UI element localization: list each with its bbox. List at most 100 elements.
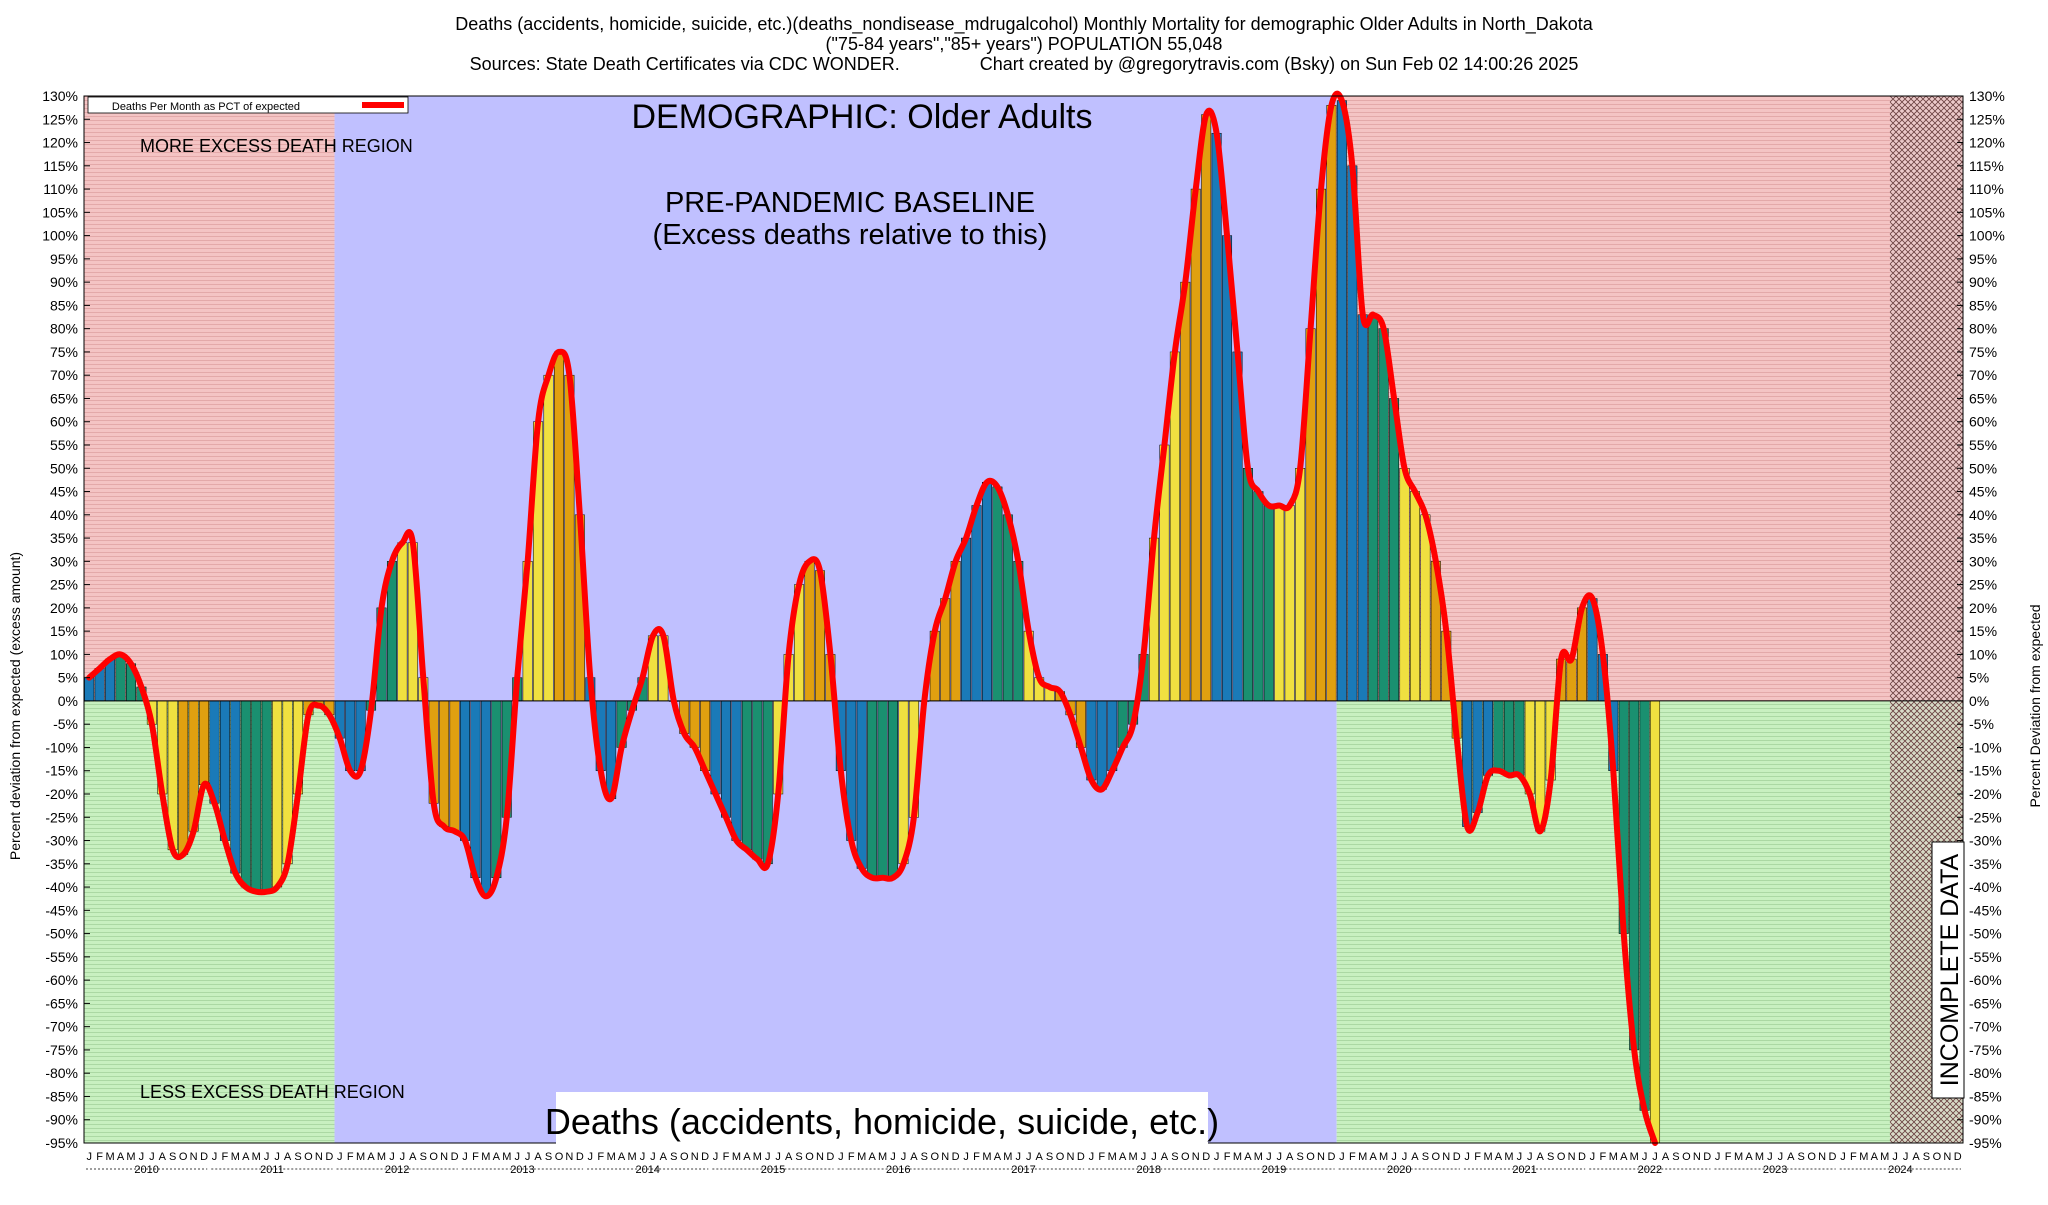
x-tick-month: A [242,1151,250,1163]
x-tick-month: A [1370,1151,1378,1163]
y-tick-label-right: 105% [1969,204,2005,220]
y-tick-label-right: 80% [1969,321,1997,337]
y-tick-label-left: 100% [42,228,78,244]
x-tick-year: 2021 [1512,1164,1536,1176]
bar [439,700,450,827]
x-tick-month: S [294,1151,301,1163]
y-tick-label-right: 20% [1969,600,1997,616]
less-excess-region-left [84,700,335,1143]
x-tick-month: O [930,1151,939,1163]
y-tick-label-right: -80% [1969,1065,2002,1081]
x-tick-month: O [1807,1151,1816,1163]
incomplete-label: INCOMPLETE DATA [1936,853,1964,1086]
x-tick-month: S [545,1151,552,1163]
more-excess-region-right [1336,96,1963,701]
x-tick-month: A [1161,1151,1169,1163]
x-tick-month: M [732,1151,741,1163]
x-tick-year: 2013 [510,1164,534,1176]
demographic-label: DEMOGRAPHIC: Older Adults [631,98,1092,136]
y-tick-label-right: -65% [1969,995,2002,1011]
bar [1326,105,1337,702]
bar [84,677,95,702]
x-tick-month: J [1892,1151,1898,1163]
bar [449,700,460,832]
y-tick-label-right: -95% [1969,1135,2002,1151]
bar [1368,314,1379,702]
x-tick-month: J [1141,1151,1147,1163]
x-tick-month: S [1046,1151,1053,1163]
x-tick-month: O [555,1151,564,1163]
deviation-curve [86,90,1659,1146]
y-tick-label-left: 70% [50,367,78,383]
y-tick-label-left: -15% [45,763,78,779]
y-tick-label-left: -80% [45,1065,78,1081]
bar [741,700,752,851]
y-tick-label-right: 85% [1969,297,1997,313]
x-tick-month: M [753,1151,762,1163]
x-tick-month: O [680,1151,689,1163]
x-tick-month: A [785,1151,793,1163]
y-axis-left-label: Percent deviation from expected (excess … [7,552,23,860]
bar [1295,468,1306,702]
x-tick-month: J [1339,1151,1345,1163]
x-tick-month: N [1317,1151,1325,1163]
x-tick-month: S [670,1151,677,1163]
x-tick-month: O [304,1151,313,1163]
bar [992,486,1003,702]
x-tick-month: S [1422,1151,1429,1163]
y-tick-label-left: 90% [50,274,78,290]
y-tick-label-right: 10% [1969,646,1997,662]
y-tick-label-right: 100% [1969,228,2005,244]
y-tick-label-left: 0% [58,693,78,709]
bar [898,700,909,865]
bar [199,700,210,785]
bar [981,481,992,702]
y-tick-label-left: -95% [45,1135,78,1151]
bar [554,351,564,702]
y-tick-label-right: 45% [1969,484,1997,500]
x-tick-month: M [982,1151,991,1163]
y-tick-label-left: 65% [50,390,78,406]
x-tick-month: O [429,1151,438,1163]
x-tick-month: N [190,1151,198,1163]
y-tick-label-left: -55% [45,949,78,965]
bar [1566,658,1577,702]
y-tick-label-left: 50% [50,460,78,476]
bar [1650,700,1661,1144]
x-tick-month: J [1652,1151,1658,1163]
bar [1336,100,1347,702]
x-tick-month: A [1537,1151,1545,1163]
y-tick-label-left: 75% [50,344,78,360]
less-region-label: LESS EXCESS DEATH REGION [140,1082,405,1102]
bar [272,700,283,888]
x-tick-month: M [356,1151,365,1163]
y-tick-label-left: -30% [45,833,78,849]
x-tick-month: M [1504,1151,1513,1163]
x-tick-month: F [1474,1151,1481,1163]
y-tick-label-left: 85% [50,297,78,313]
x-tick-month: D [826,1151,834,1163]
x-tick-year: 2010 [134,1164,158,1176]
y-tick-label-right: -85% [1969,1088,2002,1104]
x-tick-month: M [126,1151,135,1163]
x-tick-month: A [409,1151,417,1163]
x-tick-month: D [701,1151,709,1163]
x-tick-month: A [1787,1151,1795,1163]
x-tick-month: D [1077,1151,1085,1163]
x-tick-month: J [274,1151,280,1163]
x-tick-month: A [493,1151,501,1163]
x-tick-month: J [1016,1151,1022,1163]
y-tick-label-right: 95% [1969,251,1997,267]
x-tick-month: M [502,1151,511,1163]
y-tick-label-left: 105% [42,204,78,220]
x-tick-month: A [1745,1151,1753,1163]
x-tick-month: A [367,1151,375,1163]
bar [888,700,898,879]
x-tick-month: D [1954,1151,1962,1163]
x-tick-month: S [420,1151,427,1163]
x-tick-month: J [514,1151,520,1163]
y-tick-label-right: 35% [1969,530,1997,546]
y-tick-label-right: 125% [1969,111,2005,127]
